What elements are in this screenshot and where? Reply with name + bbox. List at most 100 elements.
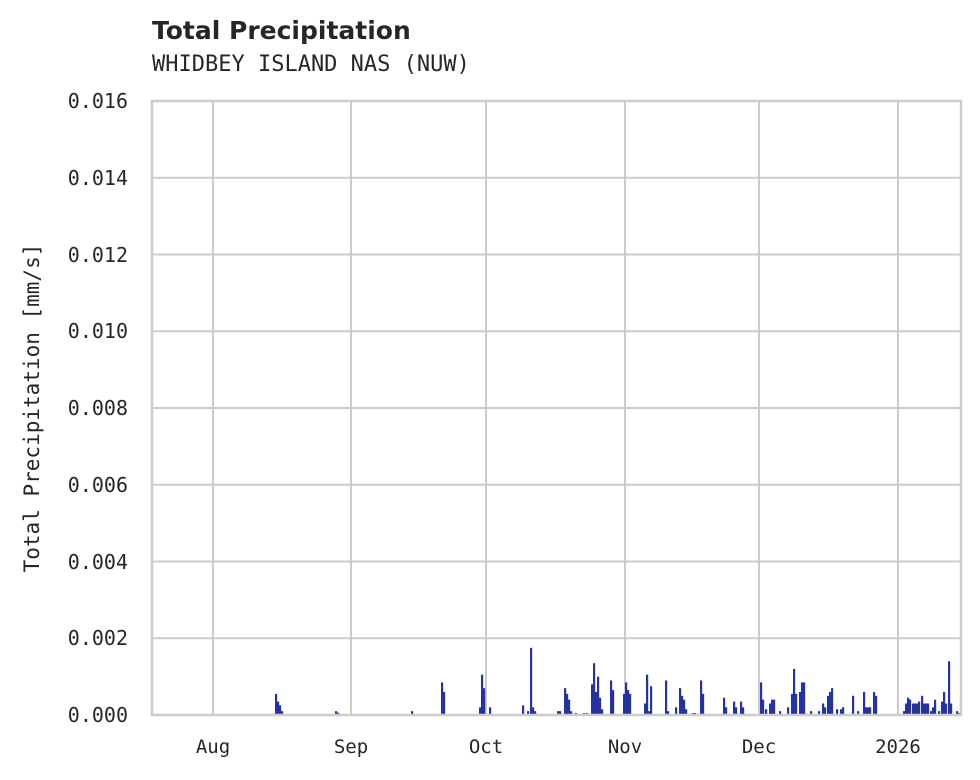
- precip-bar: [918, 701, 921, 715]
- x-tick-label: Dec: [741, 736, 777, 758]
- precip-bar: [733, 701, 736, 715]
- precip-bar: [625, 682, 628, 715]
- precip-bar: [568, 699, 571, 715]
- precip-bar: [773, 699, 776, 715]
- precip-bar: [769, 703, 772, 715]
- precip-bar: [644, 703, 647, 715]
- precip-bar: [956, 711, 959, 715]
- precip-bar: [938, 711, 941, 715]
- precip-bar: [923, 703, 926, 715]
- y-tick-label: 0.004: [67, 549, 128, 574]
- precip-bar: [612, 690, 615, 715]
- precip-bar: [277, 701, 280, 715]
- precip-bar: [685, 709, 688, 715]
- precip-bar: [945, 703, 948, 715]
- precip-bar: [335, 711, 338, 715]
- precip-bar: [801, 682, 804, 715]
- precip-bar: [700, 680, 703, 715]
- precip-bar: [599, 697, 602, 715]
- precip-bar: [601, 709, 604, 715]
- precip-bar: [532, 707, 535, 715]
- chart-subtitle: WHIDBEY ISLAND NAS (NUW): [152, 52, 470, 77]
- precip-bar: [591, 684, 594, 715]
- precip-bar: [481, 674, 484, 715]
- y-tick-label: 0.012: [67, 242, 128, 267]
- precip-bar: [857, 711, 860, 715]
- precip-bar: [597, 676, 600, 715]
- y-tick-label: 0.006: [67, 472, 128, 497]
- precip-bar: [765, 709, 768, 715]
- y-tick-label: 0.010: [67, 319, 128, 344]
- precip-bar: [564, 688, 567, 715]
- precip-bar: [829, 691, 832, 715]
- precip-bar: [903, 711, 906, 715]
- precip-bar: [675, 707, 678, 715]
- precip-bar: [831, 688, 834, 715]
- precip-bar: [593, 663, 596, 715]
- precip-bar: [665, 680, 668, 715]
- precip-bar: [840, 709, 843, 715]
- precip-bar: [793, 668, 796, 715]
- precip-bar: [522, 705, 525, 715]
- precip-bar: [489, 707, 492, 715]
- precip-bar: [925, 703, 928, 715]
- precip-bar: [863, 691, 866, 715]
- precip-bar: [818, 711, 821, 715]
- precip-bar: [479, 707, 482, 715]
- precip-bar: [934, 699, 937, 715]
- precip-bar: [799, 691, 802, 715]
- precip-bar: [943, 691, 946, 715]
- precip-bar: [725, 707, 728, 715]
- precip-bar: [762, 699, 765, 715]
- precip-bar: [740, 701, 743, 715]
- y-tick-label: 0.014: [67, 165, 128, 190]
- x-tick-label: Oct: [468, 736, 504, 758]
- precip-bar: [735, 707, 738, 715]
- precip-bar: [771, 699, 774, 715]
- precip-bar: [279, 705, 282, 715]
- precip-bar: [941, 701, 944, 715]
- precip-bar: [566, 693, 569, 715]
- precip-bar: [927, 703, 930, 715]
- precip-bar: [827, 695, 830, 715]
- precip-bar: [914, 703, 917, 715]
- precip-bar: [534, 711, 537, 715]
- precip-bar: [281, 711, 284, 715]
- precip-bar: [791, 693, 794, 715]
- precip-bar: [760, 682, 763, 715]
- precip-bar: [650, 686, 653, 715]
- y-tick-label: 0.000: [67, 703, 128, 727]
- precip-bar: [869, 707, 872, 715]
- precip-bar: [842, 707, 845, 715]
- precip-bar: [873, 691, 876, 715]
- y-tick-label: 0.008: [67, 396, 128, 420]
- precip-bar: [948, 661, 951, 715]
- precip-bar: [681, 695, 684, 715]
- precip-bar: [822, 703, 825, 715]
- precip-bar: [610, 680, 613, 715]
- precip-bar: [836, 709, 839, 715]
- precip-bar: [803, 682, 806, 715]
- y-tick-label: 0.016: [67, 89, 128, 113]
- precip-bar: [875, 695, 878, 715]
- precip-bar: [909, 699, 912, 715]
- precip-bar: [623, 693, 626, 715]
- precip-bar: [852, 695, 855, 715]
- precip-bar: [867, 707, 870, 715]
- precip-bar: [667, 711, 670, 715]
- precip-bar: [742, 707, 745, 715]
- precip-bar: [907, 697, 910, 715]
- precip-bar: [527, 711, 530, 715]
- y-tick-label: 0.002: [67, 626, 128, 651]
- precip-bar: [557, 711, 560, 715]
- precip-bar: [441, 682, 444, 715]
- precip-bar: [411, 711, 414, 715]
- precip-bar: [570, 711, 573, 715]
- precip-bar: [810, 711, 813, 715]
- precip-bar: [921, 695, 924, 715]
- precip-bar: [787, 707, 790, 715]
- x-tick-label: Sep: [333, 736, 369, 758]
- precip-bar: [905, 703, 908, 715]
- precip-bar: [824, 707, 827, 715]
